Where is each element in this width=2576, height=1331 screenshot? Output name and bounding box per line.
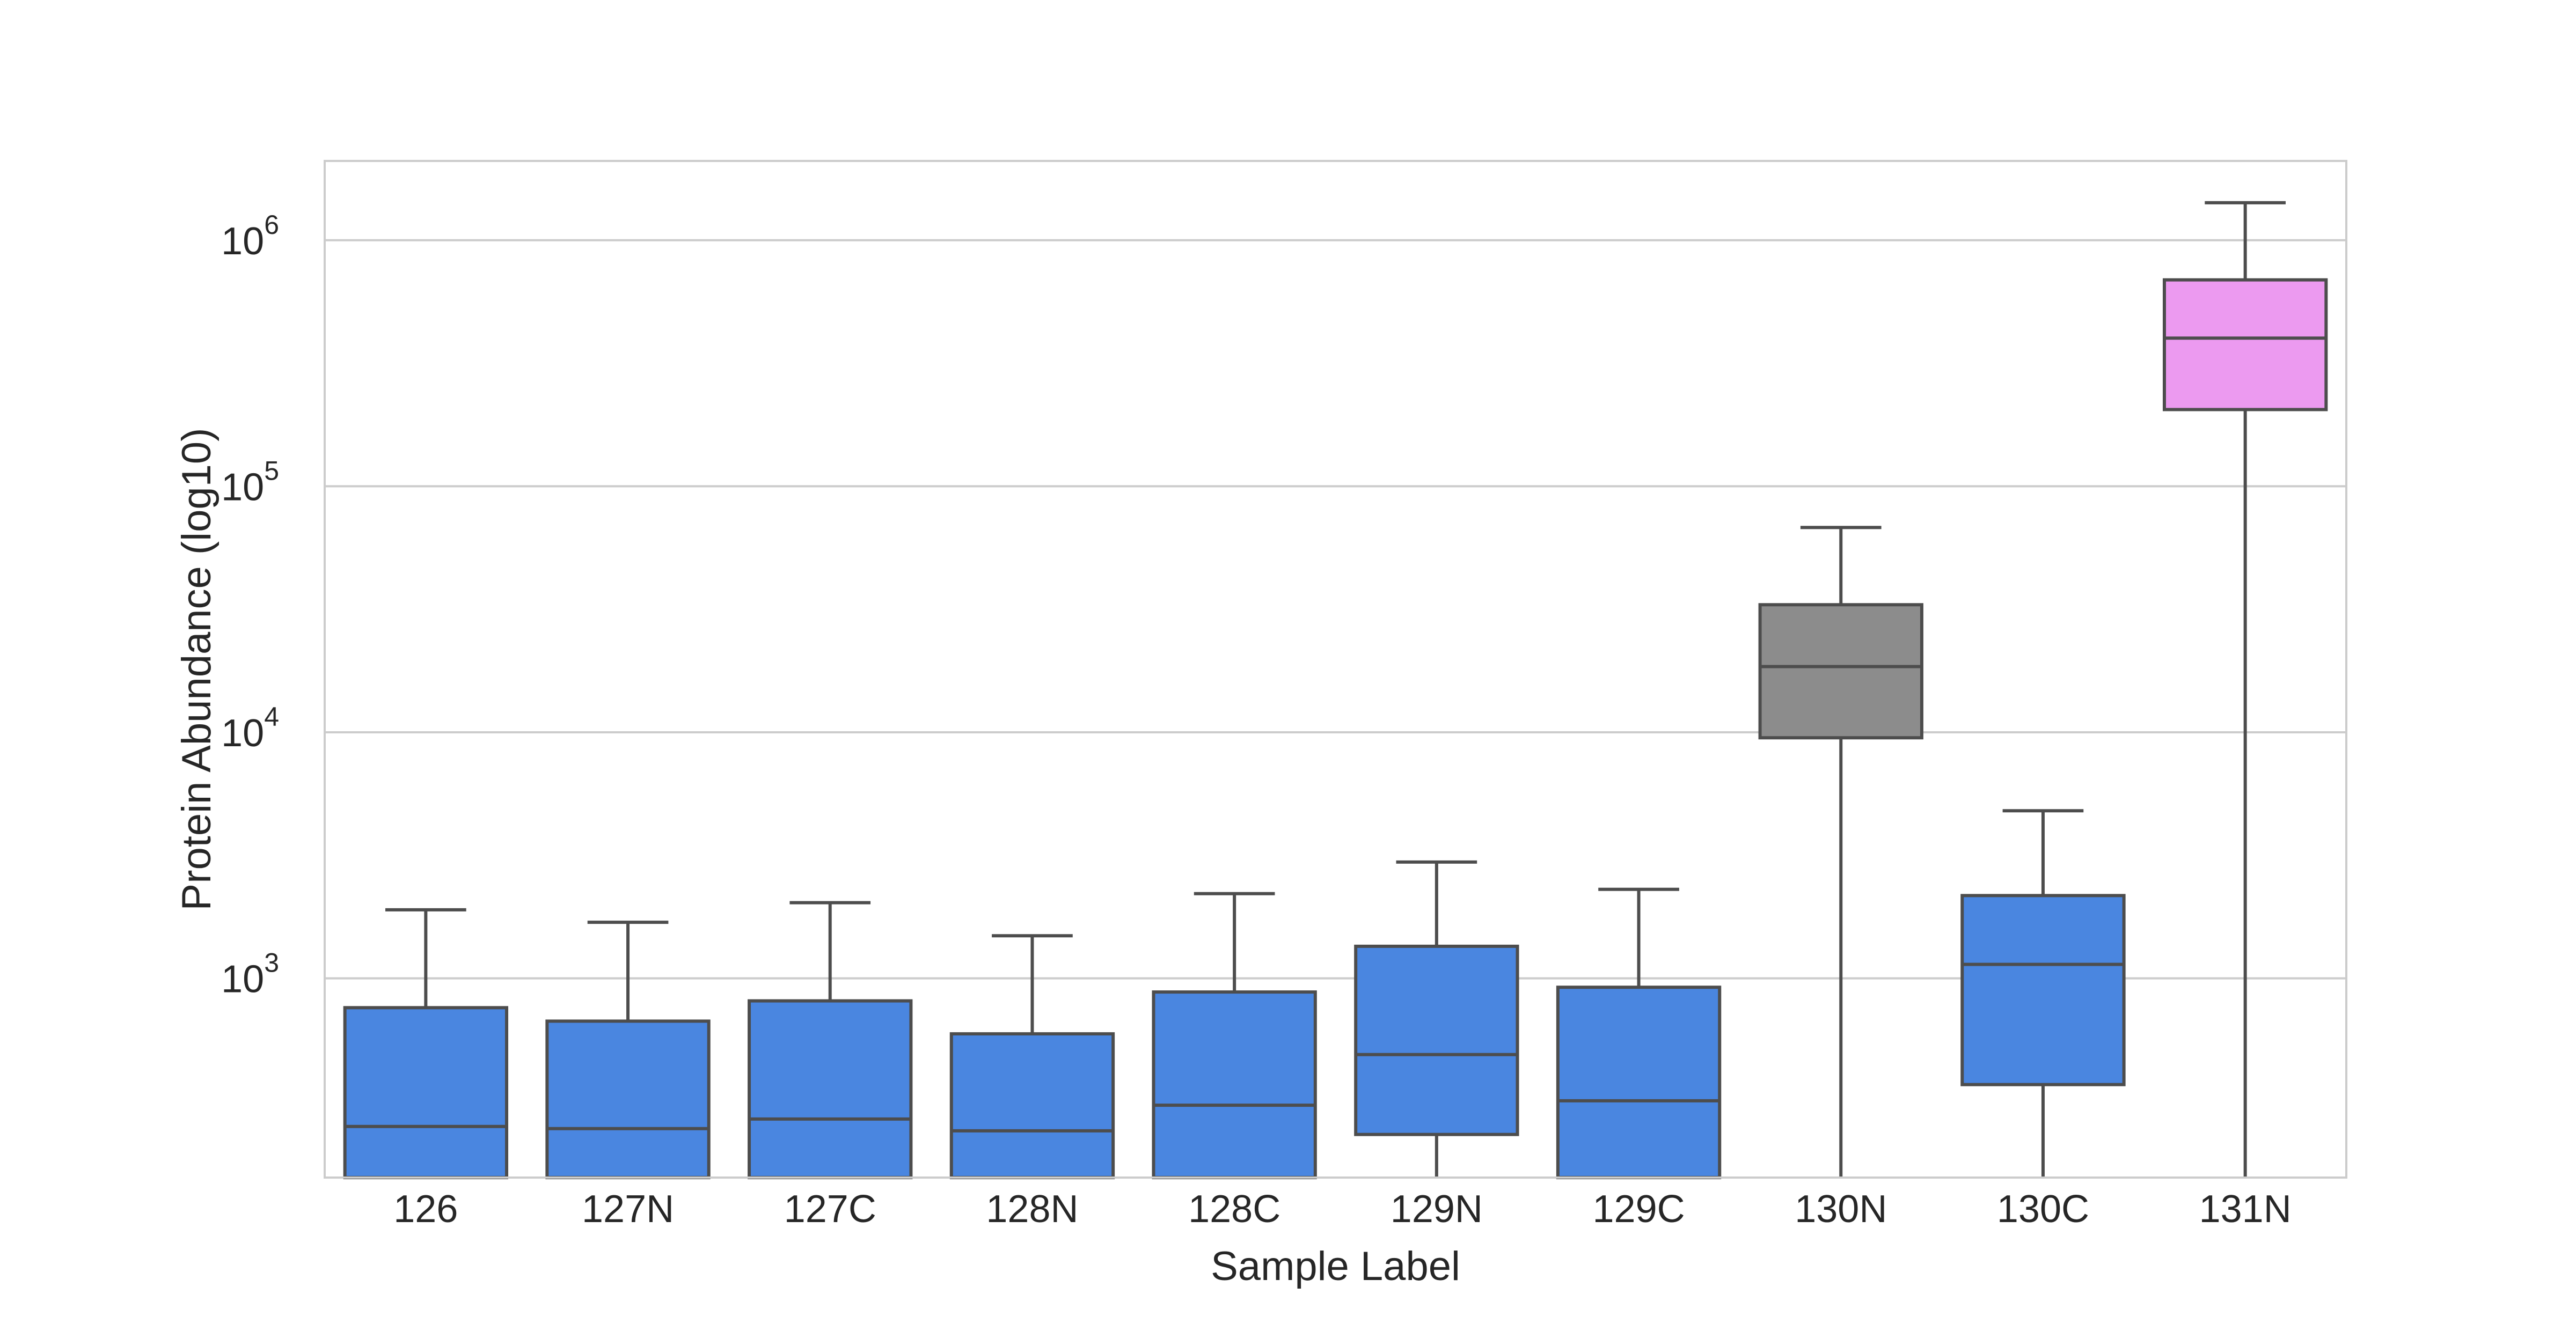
x-axis-label: Sample Label bbox=[1211, 1244, 1460, 1289]
x-tick-label: 128N bbox=[986, 1188, 1078, 1231]
box-body bbox=[1354, 944, 1519, 1136]
box-body bbox=[343, 1006, 509, 1179]
x-tick-label: 127C bbox=[784, 1188, 876, 1231]
box-128N bbox=[949, 934, 1115, 1179]
x-axis-ticks: 126 127N 127C 128N 128C 129N 129C 130N 130C 131N bbox=[393, 1188, 2291, 1231]
box-131N bbox=[2162, 201, 2328, 1178]
box-body bbox=[748, 999, 913, 1179]
x-tick-label: 130N bbox=[1795, 1188, 1887, 1231]
box-body bbox=[545, 1019, 711, 1179]
box-body bbox=[1556, 986, 1722, 1179]
y-axis-label: Protein Abundance (log10) bbox=[174, 428, 219, 911]
box-body bbox=[1758, 603, 1923, 740]
box-126 bbox=[343, 908, 509, 1179]
box-body bbox=[1960, 894, 2126, 1086]
x-tick-label: 129N bbox=[1391, 1188, 1483, 1231]
x-tick-label: 127N bbox=[582, 1188, 674, 1231]
box-129N bbox=[1354, 860, 1519, 1178]
box-128C bbox=[1152, 892, 1317, 1179]
x-tick-label: 131N bbox=[2199, 1188, 2292, 1231]
box-130C bbox=[1960, 809, 2126, 1178]
x-tick-label: 126 bbox=[393, 1188, 458, 1231]
box-127N bbox=[545, 921, 711, 1179]
y-tick-label: 105 bbox=[221, 455, 279, 509]
box-130N bbox=[1758, 526, 1923, 1178]
y-axis-ticks: 103 104 105 106 bbox=[221, 210, 279, 1001]
box-body bbox=[1152, 990, 1317, 1179]
box-127C bbox=[748, 901, 913, 1179]
x-tick-label: 128C bbox=[1188, 1188, 1280, 1231]
x-tick-label: 129C bbox=[1592, 1188, 1685, 1231]
box-body bbox=[2162, 278, 2328, 411]
box-129C bbox=[1556, 887, 1722, 1179]
y-tick-label: 103 bbox=[221, 948, 279, 1001]
y-tick-label: 106 bbox=[221, 210, 279, 263]
plot-frame bbox=[324, 160, 2347, 1179]
box-body bbox=[949, 1032, 1115, 1179]
y-tick-label: 104 bbox=[221, 702, 279, 755]
x-tick-label: 130C bbox=[1997, 1188, 2089, 1231]
box-series bbox=[343, 201, 2328, 1179]
